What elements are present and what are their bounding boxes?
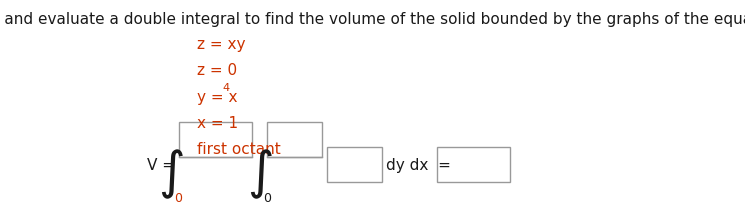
FancyBboxPatch shape	[327, 147, 382, 182]
Text: $\int$: $\int$	[158, 147, 183, 200]
Text: V =: V =	[147, 158, 175, 173]
FancyBboxPatch shape	[179, 122, 253, 157]
FancyBboxPatch shape	[267, 122, 322, 157]
Text: x = 1: x = 1	[197, 116, 238, 131]
Text: Set up and evaluate a double integral to find the volume of the solid bounded by: Set up and evaluate a double integral to…	[0, 12, 745, 27]
Text: 0: 0	[263, 193, 270, 206]
Text: z = xy: z = xy	[197, 37, 245, 52]
FancyBboxPatch shape	[437, 147, 510, 182]
Text: first octant: first octant	[197, 142, 280, 157]
Text: $\int$: $\int$	[247, 147, 272, 200]
Text: z = 0: z = 0	[197, 63, 237, 78]
Text: 0: 0	[174, 193, 182, 206]
Text: 4: 4	[223, 83, 230, 93]
Text: dy dx  =: dy dx =	[386, 158, 451, 173]
Text: y = x: y = x	[197, 89, 237, 105]
